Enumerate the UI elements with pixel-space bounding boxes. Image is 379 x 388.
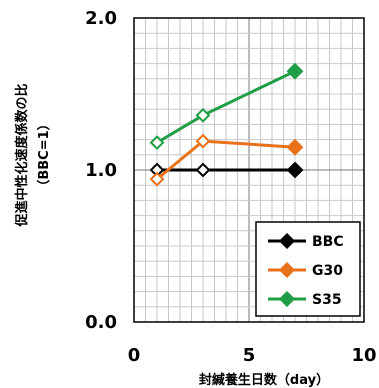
y-axis-label-sub: （BBC=1） (36, 117, 52, 192)
y-tick-label: 0.0 (85, 312, 117, 333)
legend-marker (278, 290, 296, 308)
data-point-s35 (195, 107, 211, 123)
x-tick-label: 0 (128, 345, 141, 366)
data-point-g30 (195, 133, 211, 149)
y-axis-label: 促進中性化速度係数の比 (14, 83, 30, 227)
legend-label: G30 (312, 263, 343, 279)
y-axis-ticks: 0.0 1.0 2.0 (85, 8, 117, 333)
legend-marker (278, 232, 296, 250)
legend-label: BBC (312, 234, 344, 250)
legend-item-g30: G30 (268, 261, 343, 279)
series-g30 (149, 133, 304, 187)
x-tick-label: 10 (351, 345, 376, 366)
x-axis-label: 封緘養生日数（day） (199, 372, 329, 388)
data-point-bbc (195, 162, 211, 178)
series-bbc (149, 161, 304, 179)
data-point-s35 (286, 62, 304, 80)
data-point-g30 (149, 171, 165, 187)
x-tick-label: 5 (243, 345, 256, 366)
y-tick-label: 1.0 (85, 160, 117, 181)
x-axis-ticks: 0 5 10 (128, 345, 377, 366)
legend: BBC G30 S35 (255, 221, 361, 317)
data-point-g30 (286, 138, 304, 156)
series-layer (149, 62, 304, 187)
legend-item-bbc: BBC (268, 232, 344, 250)
legend-label: S35 (312, 292, 342, 308)
data-point-s35 (149, 135, 165, 151)
legend-item-s35: S35 (268, 290, 342, 308)
legend-marker (278, 261, 296, 279)
series-s35 (149, 62, 304, 151)
plot-area-frame (133, 17, 365, 323)
data-point-bbc (286, 161, 304, 179)
y-tick-label: 2.0 (85, 8, 117, 29)
